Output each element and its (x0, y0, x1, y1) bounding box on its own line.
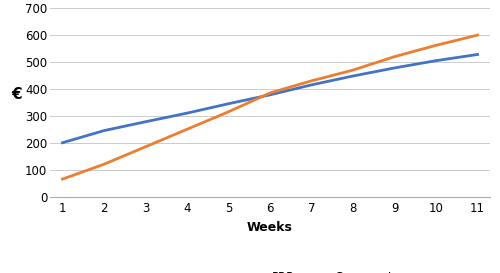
Legend: PRP, Comparator: PRP, Comparator (236, 266, 410, 273)
PRP (184, 111, 190, 115)
Comparator (308, 79, 314, 82)
PRP (474, 53, 480, 56)
PRP (308, 83, 314, 87)
Line: Comparator: Comparator (62, 35, 478, 179)
Comparator (474, 34, 480, 37)
X-axis label: Weeks: Weeks (247, 221, 293, 234)
Line: PRP: PRP (62, 55, 478, 143)
Comparator (184, 128, 190, 131)
Comparator (392, 55, 398, 58)
PRP (142, 120, 148, 123)
PRP (101, 129, 107, 132)
Comparator (101, 163, 107, 166)
Comparator (142, 145, 148, 149)
PRP (226, 102, 232, 105)
Comparator (350, 69, 356, 72)
PRP (433, 59, 439, 62)
Comparator (433, 44, 439, 47)
Comparator (267, 91, 273, 95)
PRP (350, 74, 356, 78)
Y-axis label: €: € (12, 87, 22, 102)
Comparator (226, 110, 232, 114)
PRP (60, 141, 66, 144)
PRP (267, 93, 273, 96)
PRP (392, 66, 398, 70)
Comparator (60, 177, 66, 181)
